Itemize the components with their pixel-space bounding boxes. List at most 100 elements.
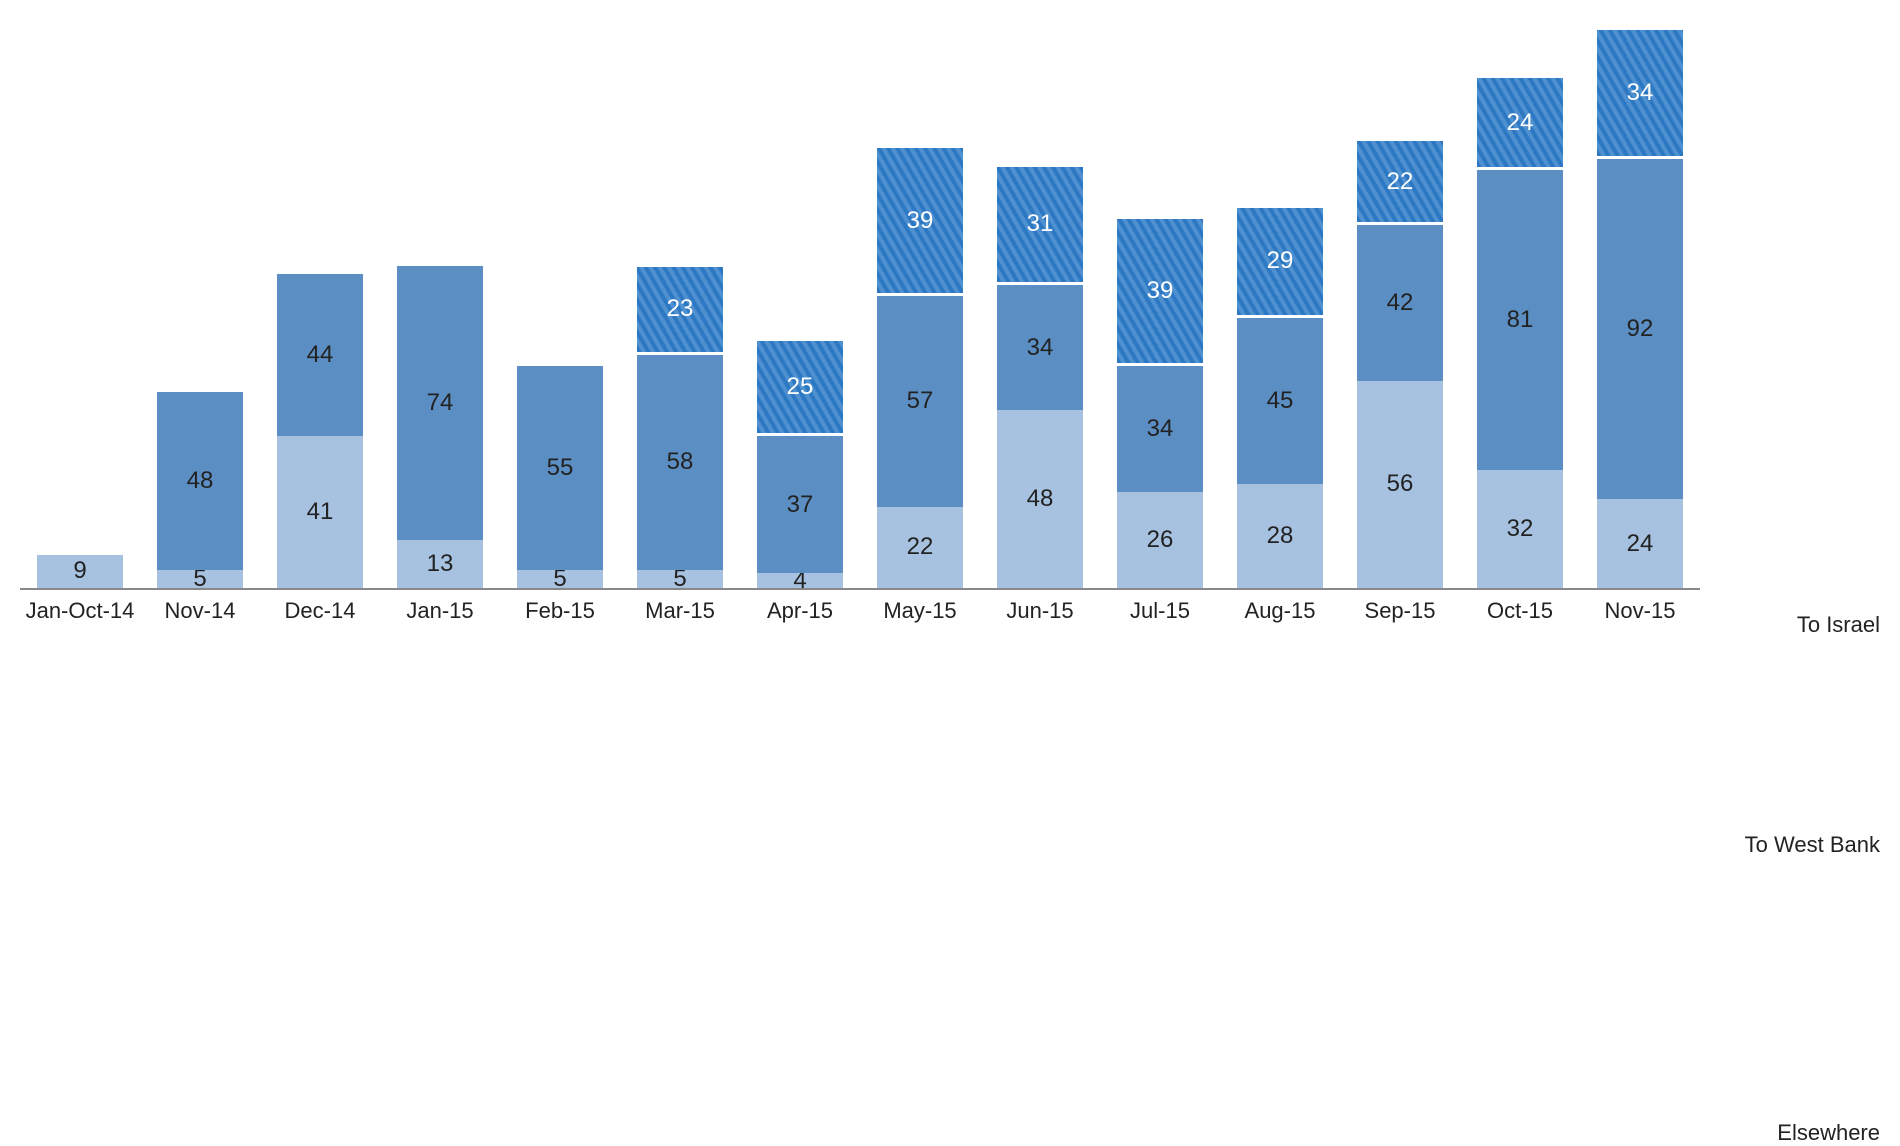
bar-value-label: 42 xyxy=(1387,289,1414,317)
bar-segment-westbank: 57 xyxy=(877,296,963,507)
bar-segment-westbank: 37 xyxy=(757,436,843,573)
x-axis-label: Jul-15 xyxy=(1130,598,1190,624)
bar-value-label: 25 xyxy=(787,373,814,401)
bar-value-label: 57 xyxy=(907,387,934,415)
bar-value-label: 23 xyxy=(667,295,694,323)
bar-stack: 28 45 29 xyxy=(1237,205,1323,588)
bar-group: 1374Jan-15 xyxy=(380,263,500,588)
chart-plot-area: 9Jan-Oct-14548Nov-144144Dec-141374Jan-15… xyxy=(20,10,1700,590)
chart-container: 9Jan-Oct-14548Nov-144144Dec-141374Jan-15… xyxy=(0,0,1900,650)
bar-value-label: 92 xyxy=(1627,315,1654,343)
bar-value-label: 34 xyxy=(1627,79,1654,107)
bar-segment-israel: 23 xyxy=(637,267,723,352)
bar-group: 9Jan-Oct-14 xyxy=(20,555,140,588)
bar-value-label: 39 xyxy=(1147,277,1174,305)
bar-stack: 5 48 xyxy=(157,389,243,588)
x-axis-label: Mar-15 xyxy=(645,598,715,624)
bar-segment-elsewhere: 56 xyxy=(1357,381,1443,588)
bar-segment-elsewhere: 9 xyxy=(37,555,123,588)
bar-segment-elsewhere: 24 xyxy=(1597,499,1683,588)
bar-value-label: 24 xyxy=(1627,530,1654,558)
bar-value-label: 29 xyxy=(1267,247,1294,275)
x-axis-label: May-15 xyxy=(883,598,956,624)
x-axis-label: Jan-Oct-14 xyxy=(26,598,135,624)
bar-stack: 22 57 39 xyxy=(877,145,963,588)
bar-group: 249234Nov-15 xyxy=(1580,27,1700,588)
bar-group: 284529Aug-15 xyxy=(1220,205,1340,588)
bar-segment-israel: 39 xyxy=(877,148,963,292)
bar-value-label: 13 xyxy=(427,550,454,578)
bar-segment-israel: 39 xyxy=(1117,219,1203,363)
bar-segment-elsewhere: 5 xyxy=(517,570,603,589)
bar-stack: 26 34 39 xyxy=(1117,216,1203,588)
bar-value-label: 34 xyxy=(1027,334,1054,362)
bar-value-label: 22 xyxy=(907,533,934,561)
bar-stack: 13 74 xyxy=(397,263,483,588)
bar-segment-israel: 29 xyxy=(1237,208,1323,315)
x-axis-label: Aug-15 xyxy=(1245,598,1316,624)
bar-segment-israel: 24 xyxy=(1477,78,1563,167)
bar-stack: 24 92 34 xyxy=(1597,27,1683,588)
bar-value-label: 9 xyxy=(73,557,86,585)
bar-segment-elsewhere: 5 xyxy=(157,570,243,589)
bar-group: 555Feb-15 xyxy=(500,363,620,588)
bar-segment-westbank: 81 xyxy=(1477,170,1563,470)
bar-value-label: 81 xyxy=(1507,306,1534,334)
bar-group: 564222Sep-15 xyxy=(1340,138,1460,588)
bar-segment-westbank: 92 xyxy=(1597,159,1683,499)
bar-stack: 483431 xyxy=(997,164,1083,588)
bar-value-label: 26 xyxy=(1147,526,1174,554)
bar-segment-elsewhere: 32 xyxy=(1477,470,1563,588)
x-axis-label: Sep-15 xyxy=(1365,598,1436,624)
bar-segment-westbank: 34 xyxy=(997,285,1083,411)
bar-value-label: 48 xyxy=(187,467,214,495)
x-axis-label: Jun-15 xyxy=(1006,598,1073,624)
x-axis-label: Dec-14 xyxy=(285,598,356,624)
bar-value-label: 34 xyxy=(1147,415,1174,443)
bar-group: 263439Jul-15 xyxy=(1100,216,1220,588)
bar-stack: 41 44 xyxy=(277,271,363,588)
bar-value-label: 74 xyxy=(427,389,454,417)
bar-segment-westbank: 44 xyxy=(277,274,363,437)
x-axis-label: Jan-15 xyxy=(406,598,473,624)
bar-value-label: 24 xyxy=(1507,109,1534,137)
bar-stack: 32 81 24 xyxy=(1477,75,1563,588)
bar-group: 548Nov-14 xyxy=(140,389,260,588)
bar-value-label: 22 xyxy=(1387,168,1414,196)
x-axis-label: Nov-15 xyxy=(1605,598,1676,624)
bar-segment-westbank: 58 xyxy=(637,355,723,570)
bar-segment-elsewhere: 26 xyxy=(1117,492,1203,588)
bar-group: 55823Mar-15 xyxy=(620,264,740,588)
bar-value-label: 44 xyxy=(307,341,334,369)
bar-segment-israel: 22 xyxy=(1357,141,1443,222)
bar-segment-westbank: 34 xyxy=(1117,366,1203,492)
bar-stack: 4 37 25 xyxy=(757,338,843,588)
bar-group: 43725Apr-15 xyxy=(740,338,860,588)
bar-group: 328124Oct-15 xyxy=(1460,75,1580,588)
bar-value-label: 41 xyxy=(307,498,334,526)
bar-group: 4144Dec-14 xyxy=(260,271,380,588)
bar-segment-israel: 25 xyxy=(757,341,843,434)
x-axis-label: Oct-15 xyxy=(1487,598,1553,624)
bar-segment-westbank: 74 xyxy=(397,266,483,540)
bar-value-label: 56 xyxy=(1387,470,1414,498)
bar-segment-elsewhere: 4 xyxy=(757,573,843,588)
bar-segment-israel: 31 xyxy=(997,167,1083,282)
bar-value-label: 32 xyxy=(1507,515,1534,543)
bar-stack: 56 42 22 xyxy=(1357,138,1443,588)
bar-segment-elsewhere: 22 xyxy=(877,507,963,588)
bar-stack: 555 xyxy=(517,363,603,588)
legend-item-elsewhere: Elsewhere xyxy=(1777,1120,1880,1146)
bar-value-label: 31 xyxy=(1027,210,1054,238)
bar-value-label: 58 xyxy=(667,448,694,476)
bar-stack: 5 58 23 xyxy=(637,264,723,588)
bar-value-label: 37 xyxy=(787,491,814,519)
bar-segment-elsewhere: 13 xyxy=(397,540,483,588)
legend-item-israel: To Israel xyxy=(1797,612,1880,638)
bar-segment-westbank: 55 xyxy=(517,366,603,570)
bar-value-label: 39 xyxy=(907,207,934,235)
bar-value-label: 28 xyxy=(1267,522,1294,550)
bar-value-label: 45 xyxy=(1267,387,1294,415)
legend-item-westbank: To West Bank xyxy=(1745,832,1880,858)
bar-segment-elsewhere: 5 xyxy=(637,570,723,589)
